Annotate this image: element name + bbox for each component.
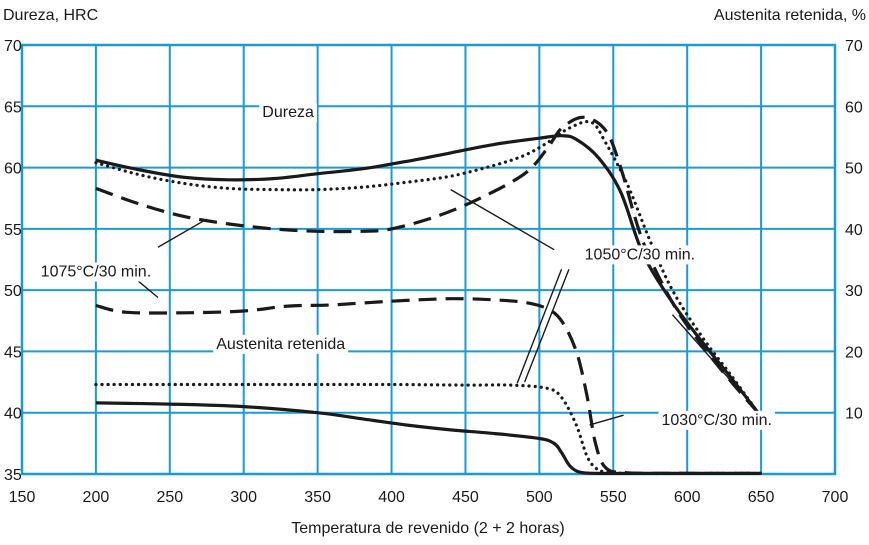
y-left-axis-title: Dureza, HRC — [3, 7, 98, 24]
annotation-background — [259, 103, 317, 123]
y-right-tick-label: 20 — [845, 344, 863, 361]
austenita-line-dashed — [95, 297, 762, 476]
y-right-tick-label: 30 — [845, 283, 863, 300]
annotation-background — [37, 262, 155, 282]
x-tick-label: 250 — [156, 489, 183, 506]
annotation-dureza: Dureza — [262, 104, 314, 121]
x-tick-label: 200 — [83, 489, 110, 506]
y-left-tick-labels: 35 40 45 50 55 60 65 70 — [4, 38, 22, 484]
y-right-tick-label: 60 — [845, 99, 863, 116]
x-tick-label: 150 — [9, 489, 36, 506]
y-left-tick-label: 55 — [4, 222, 22, 239]
y-right-tick-labels: 10 20 30 40 50 60 70 — [845, 38, 863, 423]
dureza-line-dotted — [94, 120, 760, 415]
y-right-tick-label: 40 — [845, 222, 863, 239]
y-right-tick-label: 50 — [845, 161, 863, 178]
y-left-tick-label: 60 — [4, 161, 22, 178]
leader-line — [516, 269, 563, 384]
x-tick-labels: 150 200 250 300 350 400 450 500 550 600 650 700 — [9, 489, 849, 506]
leader-line — [589, 414, 624, 426]
annotation-t1050: 1050°C/30 min. — [585, 246, 695, 263]
x-tick-label: 400 — [378, 489, 405, 506]
x-tick-label: 500 — [526, 489, 553, 506]
leader-line — [523, 269, 570, 383]
x-tick-label: 550 — [600, 489, 627, 506]
x-tick-label: 450 — [452, 489, 479, 506]
leader-line — [450, 189, 555, 251]
x-tick-label: 300 — [230, 489, 257, 506]
annotation-background — [581, 245, 699, 265]
series-lines — [94, 115, 763, 476]
x-tick-label: 650 — [748, 489, 775, 506]
x-tick-label: 700 — [822, 489, 849, 506]
dureza-line-dashed — [95, 115, 760, 414]
x-tick-label: 350 — [304, 489, 331, 506]
annotation-background — [658, 410, 775, 430]
y-left-tick-label: 65 — [4, 99, 22, 116]
annotation-background — [213, 334, 349, 354]
annotation-t1030: 1030°C/30 min. — [662, 412, 772, 429]
x-tick-label: 600 — [674, 489, 701, 506]
leader-line — [136, 279, 159, 299]
plot-frame — [20, 43, 837, 476]
annotation-t1075: 1075°C/30 min. — [41, 264, 151, 281]
x-axis-title: Temperatura de revenido (2 + 2 horas) — [291, 520, 564, 537]
annotation-austenita: Austenita retenida — [216, 336, 345, 353]
y-left-tick-label: 35 — [4, 467, 22, 484]
y-left-tick-label: 50 — [4, 283, 22, 300]
y-right-axis-title: Austenita retenida, % — [714, 7, 866, 24]
y-right-tick-label: 70 — [845, 38, 863, 55]
y-left-tick-label: 40 — [4, 406, 22, 423]
y-left-tick-label: 45 — [4, 344, 22, 361]
leader-line — [157, 218, 208, 248]
austenita-line-solid — [95, 401, 762, 476]
y-left-tick-label: 70 — [4, 38, 22, 55]
annotations: Dureza Austenita retenida 1075°C/30 min. 10… — [37, 103, 775, 430]
y-right-tick-label: 10 — [845, 406, 863, 423]
